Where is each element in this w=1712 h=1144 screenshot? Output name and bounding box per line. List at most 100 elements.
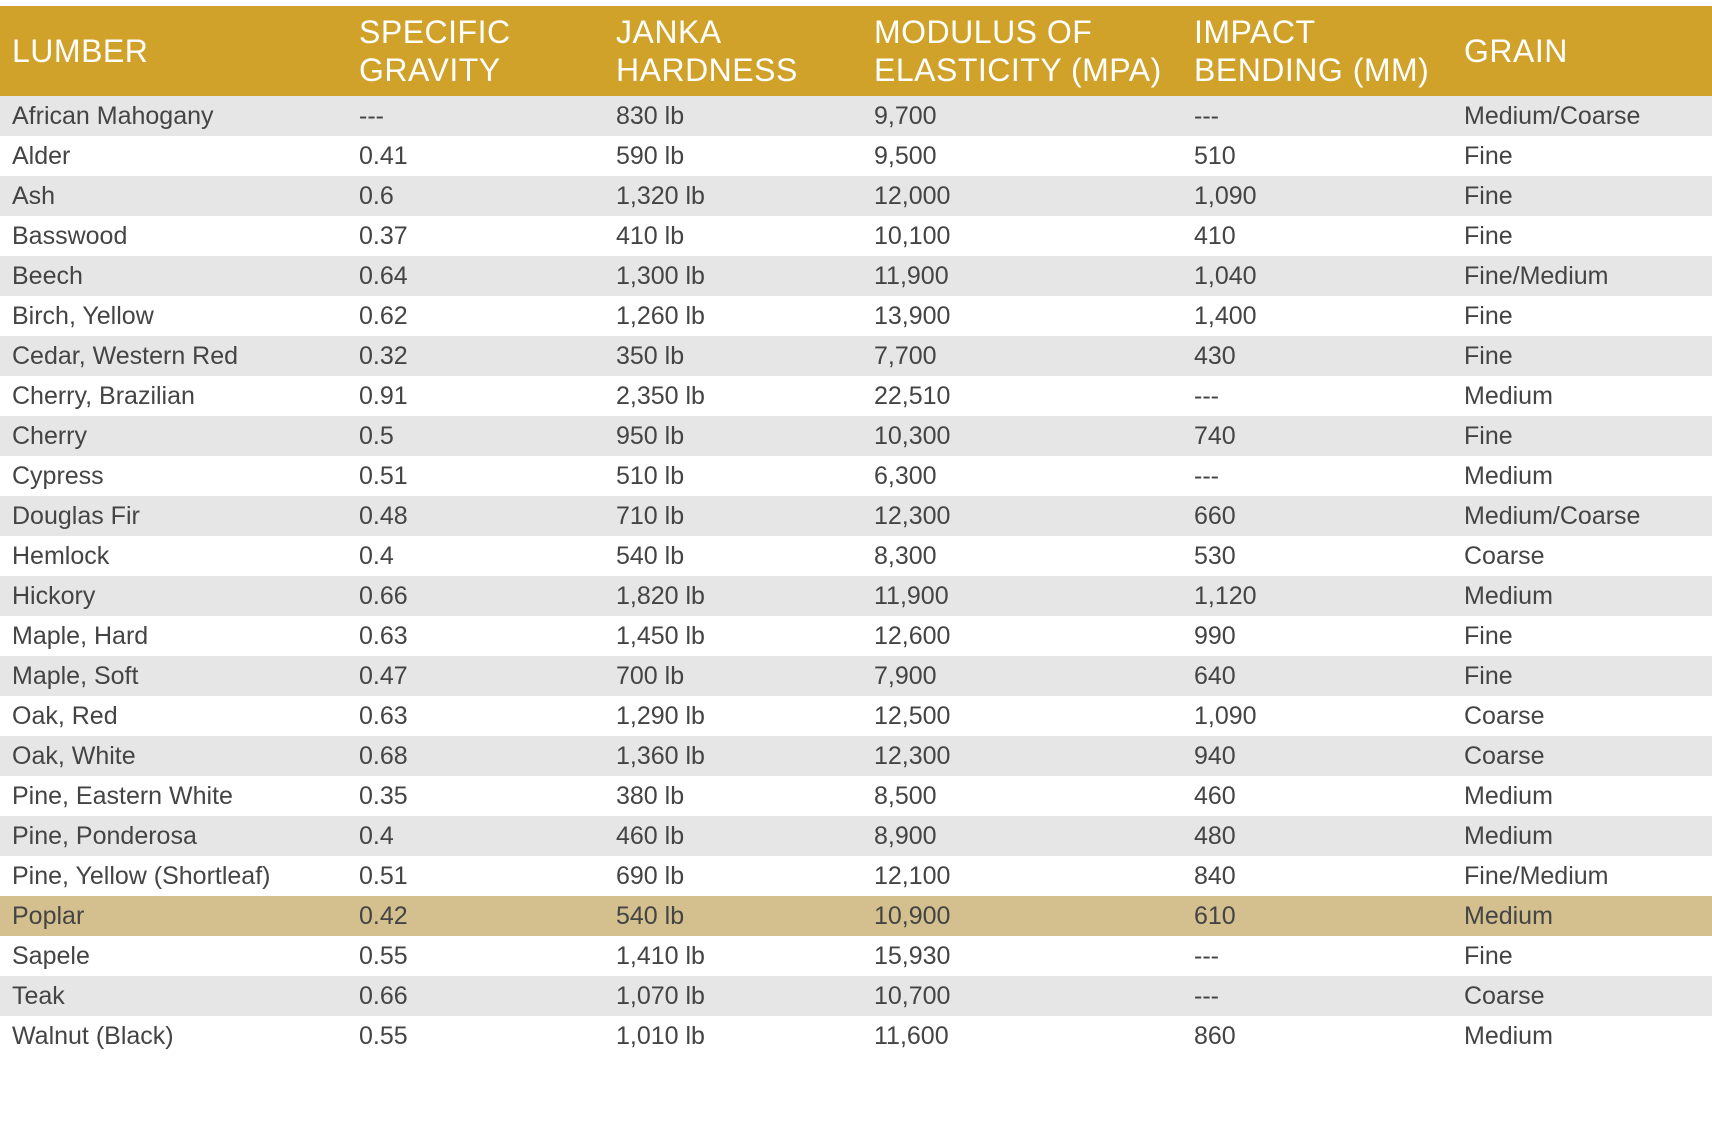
cell-janka-hardness: 540 lb <box>616 901 685 930</box>
cell-impact-bending: 660 <box>1194 501 1236 530</box>
cell-impact-bending: 640 <box>1194 661 1236 690</box>
cell-janka-hardness: 690 lb <box>616 861 685 890</box>
cell-janka-hardness: 830 lb <box>616 101 685 130</box>
cell-impact-bending: 510 <box>1194 141 1236 170</box>
cell-modulus-of-elasticity: 12,100 <box>874 861 951 890</box>
cell-grain: Fine/Medium <box>1464 261 1609 290</box>
cell-grain: Coarse <box>1464 701 1545 730</box>
table-row: African Mahogany --- 830 lb 9,700 --- Medium/… <box>0 96 1712 136</box>
cell-specific-gravity: 0.66 <box>359 981 408 1010</box>
cell-specific-gravity: 0.6 <box>359 181 394 210</box>
cell-impact-bending: 480 <box>1194 821 1236 850</box>
cell-grain: Medium <box>1464 581 1553 610</box>
cell-impact-bending: --- <box>1194 381 1219 410</box>
table-row: Oak, Red 0.63 1,290 lb 12,500 1,090 Coarse <box>0 696 1712 736</box>
cell-janka-hardness: 510 lb <box>616 461 685 490</box>
cell-grain: Fine <box>1464 221 1513 250</box>
cell-modulus-of-elasticity: 10,700 <box>874 981 951 1010</box>
table-row: Birch, Yellow 0.62 1,260 lb 13,900 1,400 Fine <box>0 296 1712 336</box>
header-grain: GRAIN <box>1464 33 1568 69</box>
cell-impact-bending: 530 <box>1194 541 1236 570</box>
cell-lumber: Pine, Ponderosa <box>12 821 197 850</box>
cell-modulus-of-elasticity: 22,510 <box>874 381 951 410</box>
cell-impact-bending: 1,040 <box>1194 261 1257 290</box>
cell-lumber: Birch, Yellow <box>12 301 154 330</box>
cell-janka-hardness: 380 lb <box>616 781 685 810</box>
lumber-properties-table: LUMBER SPECIFIC GRAVITY JANKA HARDNESS M… <box>0 6 1712 1056</box>
cell-modulus-of-elasticity: 10,300 <box>874 421 951 450</box>
header-lumber: LUMBER <box>12 33 149 69</box>
cell-lumber: Basswood <box>12 221 128 250</box>
table-row: Cedar, Western Red 0.32 350 lb 7,700 430 Fine <box>0 336 1712 376</box>
cell-grain: Medium <box>1464 461 1553 490</box>
cell-janka-hardness: 1,010 lb <box>616 1021 705 1050</box>
cell-impact-bending: --- <box>1194 941 1219 970</box>
header-impact-bending: IMPACT BENDING (MM) <box>1194 14 1430 88</box>
cell-specific-gravity: 0.51 <box>359 861 408 890</box>
cell-lumber: Ash <box>12 181 56 210</box>
table-row: Basswood 0.37 410 lb 10,100 410 Fine <box>0 216 1712 256</box>
cell-impact-bending: --- <box>1194 981 1219 1010</box>
cell-grain: Medium/Coarse <box>1464 101 1641 130</box>
cell-specific-gravity: 0.37 <box>359 221 408 250</box>
table-row: Ash 0.6 1,320 lb 12,000 1,090 Fine <box>0 176 1712 216</box>
cell-modulus-of-elasticity: 12,600 <box>874 621 951 650</box>
cell-grain: Fine <box>1464 341 1513 370</box>
cell-grain: Fine <box>1464 141 1513 170</box>
table-row: Cherry 0.5 950 lb 10,300 740 Fine <box>0 416 1712 456</box>
cell-specific-gravity: 0.55 <box>359 1021 408 1050</box>
cell-impact-bending: 460 <box>1194 781 1236 810</box>
cell-grain: Medium <box>1464 1021 1553 1050</box>
cell-impact-bending: 990 <box>1194 621 1236 650</box>
cell-janka-hardness: 350 lb <box>616 341 685 370</box>
cell-specific-gravity: 0.68 <box>359 741 408 770</box>
cell-lumber: Sapele <box>12 941 90 970</box>
cell-grain: Coarse <box>1464 741 1545 770</box>
cell-modulus-of-elasticity: 11,900 <box>874 581 949 610</box>
cell-lumber: Hemlock <box>12 541 110 570</box>
cell-lumber: Cedar, Western Red <box>12 341 239 370</box>
cell-grain: Fine <box>1464 421 1513 450</box>
cell-lumber: Maple, Soft <box>12 661 139 690</box>
cell-specific-gravity: 0.66 <box>359 581 408 610</box>
table-row: Teak 0.66 1,070 lb 10,700 --- Coarse <box>0 976 1712 1016</box>
cell-janka-hardness: 540 lb <box>616 541 685 570</box>
header-janka-hardness: JANKA HARDNESS <box>616 14 798 88</box>
table-row: Douglas Fir 0.48 710 lb 12,300 660 Medium/Coa… <box>0 496 1712 536</box>
table-row: Pine, Eastern White 0.35 380 lb 8,500 460 Med… <box>0 776 1712 816</box>
cell-specific-gravity: 0.4 <box>359 541 394 570</box>
cell-janka-hardness: 1,820 lb <box>616 581 705 610</box>
cell-impact-bending: 740 <box>1194 421 1236 450</box>
cell-specific-gravity: 0.42 <box>359 901 408 930</box>
table-row: Cherry, Brazilian 0.91 2,350 lb 22,510 --- Me… <box>0 376 1712 416</box>
cell-grain: Coarse <box>1464 541 1545 570</box>
header-row: LUMBER SPECIFIC GRAVITY JANKA HARDNESS M… <box>0 6 1712 96</box>
cell-modulus-of-elasticity: 15,930 <box>874 941 951 970</box>
cell-specific-gravity: 0.48 <box>359 501 408 530</box>
cell-janka-hardness: 590 lb <box>616 141 685 170</box>
cell-lumber: Alder <box>12 141 71 170</box>
cell-specific-gravity: --- <box>359 101 384 130</box>
cell-janka-hardness: 1,260 lb <box>616 301 705 330</box>
cell-janka-hardness: 1,290 lb <box>616 701 705 730</box>
cell-lumber: Walnut (Black) <box>12 1021 174 1050</box>
table-row: Maple, Hard 0.63 1,450 lb 12,600 990 Fine <box>0 616 1712 656</box>
cell-impact-bending: 840 <box>1194 861 1236 890</box>
cell-modulus-of-elasticity: 8,300 <box>874 541 937 570</box>
cell-specific-gravity: 0.35 <box>359 781 408 810</box>
cell-grain: Fine <box>1464 661 1513 690</box>
cell-lumber: Cherry <box>12 421 88 450</box>
table-row: Beech 0.64 1,300 lb 11,900 1,040 Fine/Medium <box>0 256 1712 296</box>
cell-grain: Medium <box>1464 781 1553 810</box>
cell-impact-bending: 410 <box>1194 221 1236 250</box>
cell-specific-gravity: 0.51 <box>359 461 408 490</box>
cell-lumber: Cherry, Brazilian <box>12 381 195 410</box>
table-row: Cypress 0.51 510 lb 6,300 --- Medium <box>0 456 1712 496</box>
cell-janka-hardness: 460 lb <box>616 821 685 850</box>
table-header: LUMBER SPECIFIC GRAVITY JANKA HARDNESS M… <box>0 6 1712 96</box>
table-row: Poplar 0.42 540 lb 10,900 610 Medium <box>0 896 1712 936</box>
cell-specific-gravity: 0.91 <box>359 381 408 410</box>
cell-impact-bending: 1,090 <box>1194 181 1257 210</box>
cell-grain: Fine <box>1464 621 1513 650</box>
cell-lumber: African Mahogany <box>12 101 214 130</box>
